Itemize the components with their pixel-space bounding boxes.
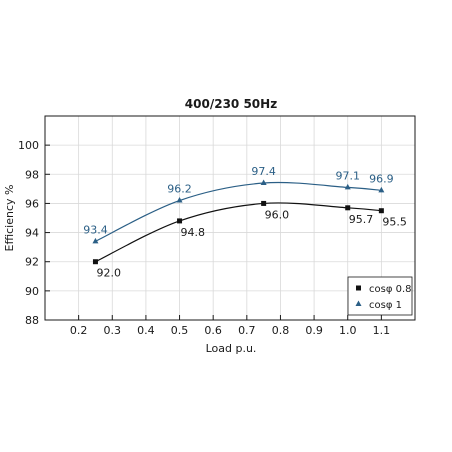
y-tick-label: 98 [25,168,39,181]
legend-entry: cosφ 1 [369,300,402,311]
x-tick-label: 0.2 [70,324,88,337]
x-tick-label: 0.7 [238,324,256,337]
legend-marker [356,285,361,291]
data-label: 95.5 [382,216,407,229]
data-point [378,208,384,214]
series-group: 92.0 94.8 96.0 95.7 95.5 93.4 96.2 97.4 97.1 96.9 [83,165,407,280]
data-label: 96.2 [167,183,192,196]
x-tick-label: 0.8 [272,324,290,337]
data-label: 97.4 [251,165,276,178]
data-point [176,197,183,203]
data-label: 96.9 [369,172,394,185]
data-point [344,183,351,190]
x-tick-label: 0.5 [171,324,189,337]
x-tick-label: 1.1 [373,324,391,337]
data-point [261,200,267,206]
legend-marker [355,300,362,306]
data-label: 92.0 [96,267,121,280]
data-point [177,218,183,224]
x-tick-label: 0.6 [204,324,222,337]
data-point [260,179,267,186]
x-tick-label: 0.9 [305,324,323,337]
legend-entry: cosφ 0.8 [369,284,412,295]
y-axis-label: Efficiency % [3,185,16,252]
data-label: 95.7 [349,213,374,226]
y-tick-label: 100 [18,139,39,152]
x-tick-label: 1.0 [339,324,357,337]
data-label: 94.8 [181,226,206,239]
series-2: 93.4 96.2 97.4 97.1 96.9 [83,165,394,244]
data-label: 96.0 [265,208,290,221]
data-label: 97.1 [335,169,360,182]
y-tick-label: 96 [25,197,39,210]
series-1: 92.0 94.8 96.0 95.7 95.5 [92,200,407,280]
data-point [92,237,99,244]
y-tick-label: 92 [25,256,39,269]
data-point [345,205,351,211]
legend: cosφ 0.8 cosφ 1 [347,276,413,316]
legend-box [347,276,413,316]
chart-title: 400/230 50Hz [185,97,277,111]
y-tick-label: 88 [25,314,39,327]
x-tick-label: 0.4 [137,324,155,337]
data-label: 93.4 [83,223,108,236]
x-axis-label: Load p.u. [206,342,257,355]
axes: 0.2 0.3 0.4 0.5 0.6 0.7 0.8 0.9 1.0 1.1 88 90 92 94 96… [18,115,416,337]
x-tick-label: 0.3 [104,324,122,337]
data-point [92,259,98,265]
plot-frame [44,115,416,321]
y-tick-label: 94 [25,227,39,240]
y-tick-label: 90 [25,285,39,298]
data-point [378,186,385,193]
